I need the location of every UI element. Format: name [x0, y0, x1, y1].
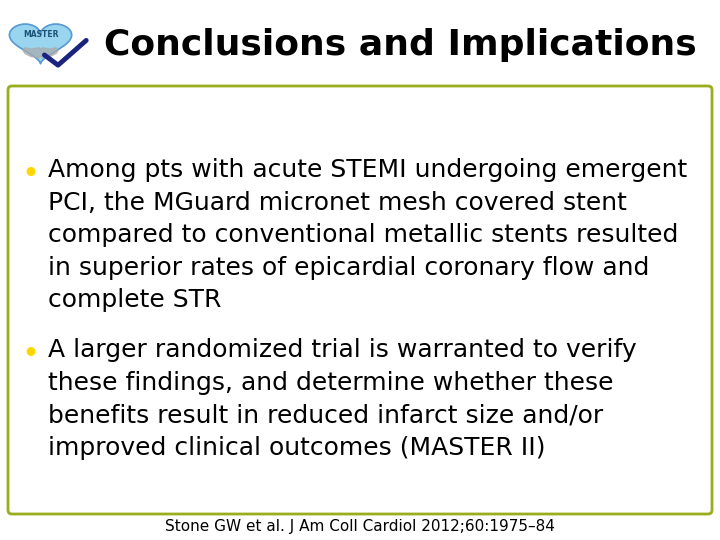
Text: Stone GW et al. J Am Coll Cardiol 2012;60:1975–84: Stone GW et al. J Am Coll Cardiol 2012;6… — [165, 518, 555, 534]
Text: MASTER: MASTER — [23, 30, 58, 39]
Text: A larger randomized trial is warranted to verify
these findings, and determine w: A larger randomized trial is warranted t… — [48, 338, 636, 460]
Polygon shape — [23, 48, 58, 58]
Text: Among pts with acute STEMI undergoing emergent
PCI, the MGuard micronet mesh cov: Among pts with acute STEMI undergoing em… — [48, 158, 688, 312]
Text: Conclusions and Implications: Conclusions and Implications — [104, 28, 696, 62]
Text: •: • — [21, 340, 39, 369]
Text: •: • — [21, 160, 39, 189]
Polygon shape — [9, 24, 71, 64]
FancyBboxPatch shape — [8, 86, 712, 514]
